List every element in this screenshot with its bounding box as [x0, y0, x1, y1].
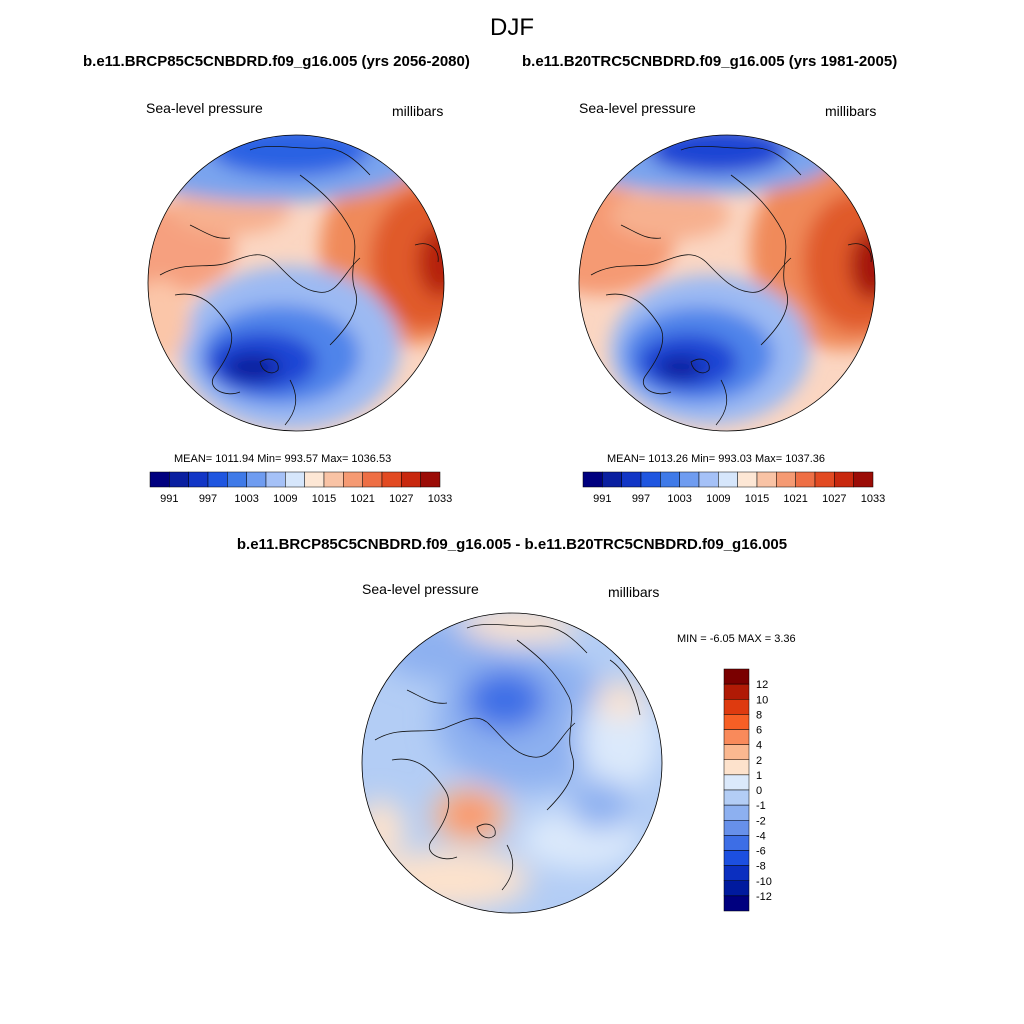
colorbar-tick-label: 1033: [861, 493, 885, 505]
colorbar-swatch: [660, 471, 680, 488]
colorbar-swatch: [723, 683, 750, 700]
colorbar-swatch: [265, 471, 286, 488]
colorbar-tick-label: 991: [160, 493, 178, 505]
colorbar-swatch: [323, 471, 344, 488]
colorbar-swatch: [723, 804, 750, 821]
figure-title: DJF: [490, 14, 534, 41]
difference-map: [362, 613, 662, 913]
left-units-label: millibars: [392, 103, 444, 119]
colorbar-swatch: [420, 471, 441, 488]
colorbar-swatch: [381, 471, 402, 488]
colorbar-swatch: [640, 471, 661, 488]
colorbar-swatch: [285, 471, 305, 488]
colorbar-tick-label: -4: [756, 830, 766, 842]
colorbar-swatch: [401, 471, 421, 488]
colorbar-swatch: [304, 471, 325, 488]
colorbar-swatch: [679, 471, 700, 488]
colorbar-tick-label: -1: [756, 800, 766, 812]
colorbar-tick-label: 1021: [783, 493, 807, 505]
colorbar-tick-label: 1015: [745, 493, 769, 505]
right-colorbar: 991 997 1003 1009 1015 1021 1027 1033: [582, 471, 885, 505]
colorbar-swatch: [723, 774, 750, 791]
colorbar-swatch: [149, 471, 170, 488]
colorbar-swatch: [343, 471, 363, 488]
colorbar-swatch: [853, 471, 874, 488]
colorbar-tick-label: -12: [756, 891, 772, 903]
colorbar-swatch: [723, 699, 750, 715]
right-slp-map: [579, 135, 875, 431]
colorbar-swatch: [723, 895, 750, 912]
colorbar-tick-label: 12: [756, 679, 768, 691]
colorbar-tick-label: 0: [756, 785, 762, 797]
left-variable-label: Sea-level pressure: [146, 100, 263, 116]
difference-header: b.e11.BRCP85C5CNBDRD.f09_g16.005 - b.e11…: [236, 536, 788, 553]
colorbar-tick-label: 1015: [312, 493, 336, 505]
colorbar-swatch: [582, 471, 603, 488]
colorbar-tick-label: 1: [756, 770, 762, 782]
colorbar-tick-label: 1003: [234, 493, 258, 505]
colorbar-swatch: [723, 820, 750, 836]
colorbar-tick-label: -2: [756, 815, 766, 827]
colorbar-swatch: [723, 729, 750, 745]
colorbar-swatch: [723, 759, 750, 776]
colorbar-swatch: [246, 471, 267, 488]
colorbar-tick-label: 1021: [350, 493, 374, 505]
colorbar-swatch: [723, 744, 750, 760]
colorbar-tick-label: 991: [593, 493, 611, 505]
colorbar-tick-label: 1009: [706, 493, 730, 505]
colorbar-swatch: [834, 471, 854, 488]
colorbar-tick-label: 4: [756, 740, 762, 752]
colorbar-swatch: [362, 471, 383, 488]
colorbar-swatch: [188, 471, 209, 488]
colorbar-swatch: [723, 714, 750, 730]
colorbar-tick-label: -10: [756, 876, 772, 888]
colorbar-swatch: [723, 835, 750, 851]
right-panel-header: b.e11.B20TRC5CNBDRD.f09_g16.005 (yrs 198…: [522, 53, 898, 70]
colorbar-swatch: [207, 471, 228, 488]
colorbar-swatch: [795, 471, 816, 488]
diff-units-label: millibars: [608, 584, 660, 600]
colorbar-tick-label: 6: [756, 725, 762, 737]
left-colorbar: 991 997 1003 1009 1015 1021 1027 1033: [149, 471, 452, 505]
colorbar-swatch: [814, 471, 835, 488]
colorbar-tick-label: 997: [632, 493, 650, 505]
right-variable-label: Sea-level pressure: [579, 100, 696, 116]
left-stats: MEAN= 1011.94 Min= 993.57 Max= 1036.53: [174, 453, 392, 465]
colorbar-tick-label: 10: [756, 694, 768, 706]
colorbar-swatch: [718, 471, 738, 488]
colorbar-swatch: [723, 880, 750, 897]
diff-variable-label: Sea-level pressure: [362, 581, 479, 597]
right-units-label: millibars: [825, 103, 877, 119]
colorbar-swatch: [169, 471, 189, 488]
right-stats: MEAN= 1013.26 Min= 993.03 Max= 1037.36: [607, 453, 826, 465]
colorbar-tick-label: 1033: [428, 493, 452, 505]
colorbar-tick-label: 1003: [667, 493, 691, 505]
colorbar-swatch: [723, 850, 750, 866]
colorbar-swatch: [227, 471, 247, 488]
colorbar-swatch: [621, 471, 642, 488]
colorbar-tick-label: 1027: [822, 493, 846, 505]
colorbar-swatch: [723, 668, 750, 685]
colorbar-swatch: [723, 865, 750, 881]
colorbar-swatch: [723, 789, 750, 806]
colorbar-swatch: [776, 471, 796, 488]
colorbar-tick-label: -6: [756, 846, 766, 858]
colorbar-tick-label: 1027: [389, 493, 413, 505]
colorbar-swatch: [698, 471, 719, 488]
colorbar-tick-label: 2: [756, 755, 762, 767]
colorbar-tick-label: 1009: [273, 493, 297, 505]
colorbar-tick-label: 997: [199, 493, 217, 505]
colorbar-tick-label: 8: [756, 709, 762, 721]
diff-minmax: MIN = -6.05 MAX = 3.36: [677, 633, 796, 645]
left-panel-header: b.e11.BRCP85C5CNBDRD.f09_g16.005 (yrs 20…: [83, 53, 470, 70]
colorbar-swatch: [602, 471, 622, 488]
colorbar-swatch: [756, 471, 777, 488]
colorbar-swatch: [737, 471, 758, 488]
colorbar-tick-label: -8: [756, 861, 766, 873]
left-slp-map: [148, 135, 444, 431]
